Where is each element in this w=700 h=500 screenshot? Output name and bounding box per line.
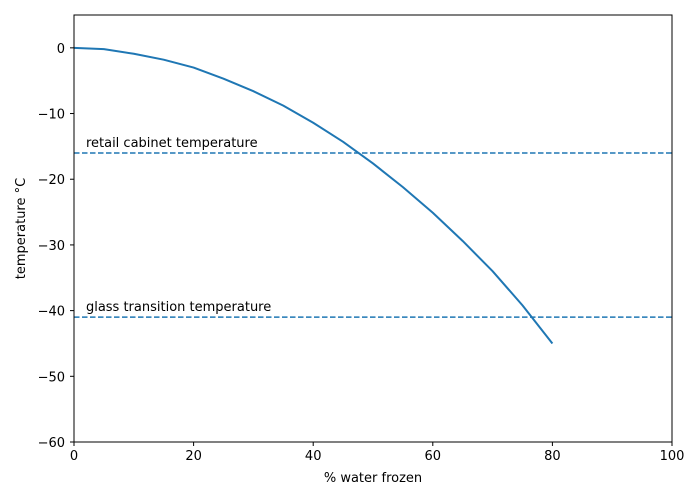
- y-tick-label: −30: [38, 239, 65, 254]
- x-tick-label: 40: [305, 449, 322, 464]
- series-line: [74, 46, 554, 345]
- y-tick-label: 0: [57, 42, 65, 57]
- x-tick-label: 100: [660, 449, 685, 464]
- x-tick-label: 0: [70, 449, 78, 464]
- y-tick-label: −40: [38, 305, 65, 320]
- plot-area: retail cabinet temperature glass transiti…: [74, 46, 672, 345]
- axis-ticks: 0 20 40 60 80 100 0 −10 −20 −30 −40 −50 −60: [38, 42, 685, 464]
- plot-frame: [73, 14, 673, 443]
- y-tick-label: −60: [38, 436, 65, 451]
- y-tick-label: −10: [38, 108, 65, 123]
- y-tick-label: −20: [38, 173, 65, 188]
- x-axis-title: % water frozen: [324, 471, 422, 486]
- x-tick-label: 20: [185, 449, 202, 464]
- y-tick-label: −50: [38, 370, 65, 385]
- y-axis-title: temperature °C: [14, 178, 29, 279]
- reference-line-label: glass transition temperature: [86, 300, 271, 315]
- reference-line-label: retail cabinet temperature: [86, 136, 258, 151]
- x-tick-label: 80: [544, 449, 561, 464]
- x-tick-label: 60: [425, 449, 442, 464]
